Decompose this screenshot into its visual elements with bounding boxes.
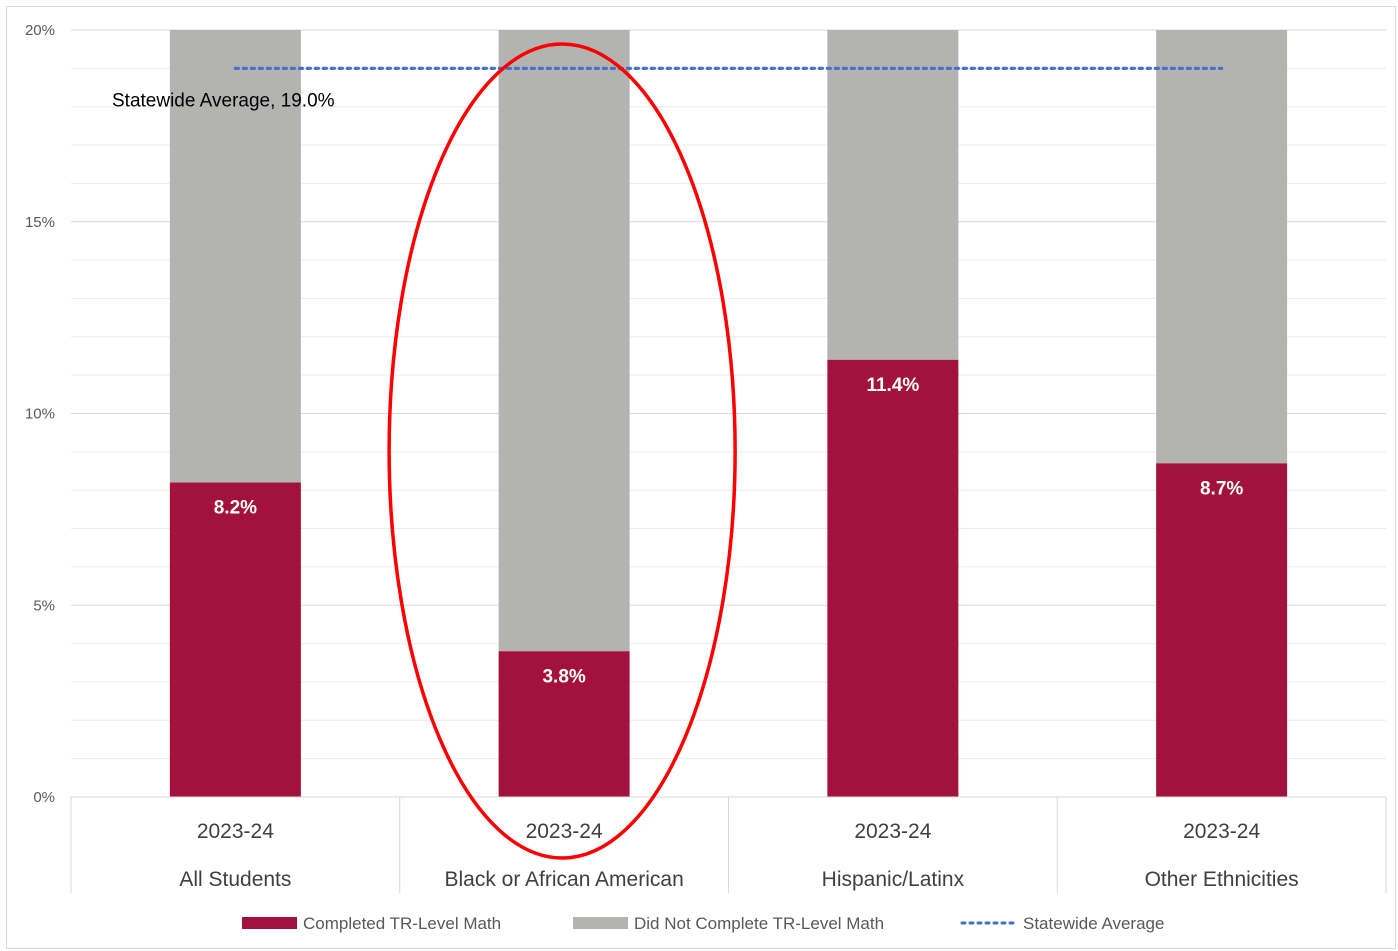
y-tick-label: 20% — [25, 22, 55, 39]
legend-swatch-did-not-complete — [573, 917, 628, 929]
x-category-name: Other Ethnicities — [1145, 868, 1299, 891]
x-category-year: 2023-24 — [526, 820, 603, 843]
y-tick-label: 15% — [25, 214, 55, 231]
reference-line-annotation: Statewide Average, 19.0% — [112, 90, 335, 111]
bar-completed — [498, 651, 630, 797]
highlight-ellipse-shape — [387, 42, 737, 860]
bar-completed — [169, 482, 301, 797]
highlight-ellipse — [387, 42, 737, 860]
data-labels: 8.2% 3.8% 11.4% 8.7% — [214, 375, 1244, 687]
x-category-name: All Students — [179, 868, 291, 891]
x-category-year: 2023-24 — [854, 820, 931, 843]
data-label: 8.7% — [1200, 478, 1243, 499]
bar-did-not-complete — [169, 30, 301, 483]
x-category-name: Black or African American — [444, 868, 683, 891]
legend-label-completed: Completed TR-Level Math — [303, 914, 501, 933]
x-category-name: Hispanic/Latinx — [822, 868, 965, 891]
legend-label-statewide-average: Statewide Average — [1023, 914, 1164, 933]
data-label: 3.8% — [542, 666, 585, 687]
bars — [169, 30, 1288, 797]
legend-label-did-not-complete: Did Not Complete TR-Level Math — [634, 914, 884, 933]
legend: Completed TR-Level Math Did Not Complete … — [242, 914, 1164, 933]
data-label: 8.2% — [214, 498, 257, 519]
bar-did-not-complete — [827, 30, 959, 360]
bar-completed — [1156, 463, 1288, 797]
x-axis: 2023-24 All Students 2023-24 Black or Afric… — [70, 796, 1387, 893]
chart-frame — [6, 6, 1396, 949]
legend-swatch-completed — [242, 917, 297, 929]
y-tick-label: 0% — [33, 789, 55, 806]
y-axis-tick-labels: 0% 5% 10% 15% 20% — [25, 22, 55, 806]
y-tick-label: 10% — [25, 406, 55, 423]
bar-completed — [827, 359, 959, 797]
data-label: 11.4% — [866, 375, 919, 396]
x-category-year: 2023-24 — [1183, 820, 1260, 843]
y-tick-label: 5% — [33, 597, 55, 614]
bar-did-not-complete — [1156, 30, 1288, 464]
x-category-year: 2023-24 — [197, 820, 274, 843]
bar-did-not-complete — [498, 30, 630, 652]
statewide-average-line: Statewide Average, 19.0% — [112, 66, 1224, 111]
